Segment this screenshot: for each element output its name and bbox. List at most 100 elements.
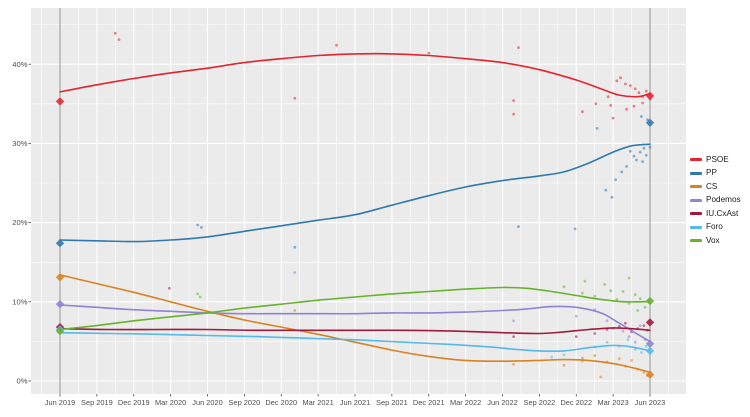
y-tick-label: 10% (12, 297, 27, 306)
poll-point-vox (583, 279, 587, 283)
poll-point-psoe (609, 104, 613, 107)
poll-point-cs (617, 357, 621, 361)
x-tick-label: Dec 2019 (118, 398, 150, 407)
poll-point-psoe (117, 38, 121, 41)
trend-line-iu.cxast (59, 327, 651, 335)
poll-point-pp (610, 195, 614, 199)
trend-line-cs (59, 274, 651, 374)
poll-point-podemos (621, 329, 625, 333)
poll-point-podemos (633, 340, 637, 344)
legend-item-cs: CS (690, 180, 741, 194)
x-tick-label: Dec 2020 (265, 398, 297, 407)
poll-point-iu.cxast (574, 335, 578, 338)
poll-point-psoe (633, 87, 637, 91)
poll-point-psoe (581, 110, 584, 114)
poll-point-vox (621, 290, 625, 293)
poll-point-psoe (335, 43, 338, 47)
poll-point-podemos (605, 319, 609, 323)
poll-point-psoe (628, 84, 632, 87)
poll-point-vox (562, 285, 566, 289)
poll-point-foro (633, 347, 637, 351)
poll-point-psoe (512, 99, 515, 102)
poll-point-vox (627, 276, 631, 280)
poll-point-pp (628, 149, 632, 153)
x-tick-label: Mar 2020 (155, 398, 186, 407)
poll-point-vox (603, 283, 606, 286)
x-tick-label: Sep 2019 (81, 398, 113, 407)
legend-color-swatch (690, 158, 702, 162)
x-tick-label: Dec 2021 (413, 398, 445, 407)
poll-point-psoe (113, 31, 117, 35)
poll-point-psoe (615, 79, 619, 83)
poll-point-iu.cxast (512, 335, 515, 338)
poll-point-pp (648, 146, 652, 149)
poll-point-cs (562, 363, 566, 367)
election-result-diamond-psoe (645, 91, 655, 101)
legend-color-swatch (690, 185, 702, 189)
legend-color-swatch (690, 239, 702, 243)
trend-line-podemos (59, 304, 651, 343)
chart-legend: PSOE PP CS Podemos IU.CxAst Foro Vox (690, 153, 741, 248)
election-result-diamond-pp (645, 118, 655, 128)
poll-point-pp (640, 115, 643, 118)
poll-point-vox (293, 309, 297, 312)
x-tick-label: Jun 2023 (635, 398, 665, 407)
poll-point-psoe (517, 46, 520, 49)
poll-point-vox (643, 305, 647, 309)
poll-point-cs (593, 354, 597, 358)
legend-color-swatch (690, 212, 702, 216)
poll-point-vox (633, 293, 637, 297)
x-tick-label: Sep 2020 (229, 398, 261, 407)
poll-point-iu.cxast (617, 325, 621, 328)
poll-point-foro (640, 351, 643, 354)
x-tick-label: Mar 2023 (598, 398, 629, 407)
poll-point-pp (635, 158, 638, 162)
y-tick-label: 30% (12, 139, 27, 148)
legend-label: IU.CxAst (706, 208, 739, 218)
legend-item-psoe: PSOE (690, 153, 741, 167)
poll-point-pp (641, 160, 644, 164)
poll-point-vox (609, 289, 613, 293)
poll-point-foro (550, 355, 554, 359)
election-result-diamond-podemos (645, 339, 655, 348)
poll-point-vox (581, 291, 584, 295)
poll-point-podemos (293, 271, 297, 274)
legend-color-swatch (690, 198, 702, 202)
poll-point-psoe (427, 51, 431, 55)
poll-point-pp (638, 150, 642, 154)
poll-point-iu.cxast (168, 286, 171, 290)
poll-point-pp (642, 146, 646, 150)
legend-item-vox: Vox (690, 234, 741, 248)
election-result-diamond-iu.cxast (645, 318, 655, 327)
poll-point-psoe (619, 76, 622, 80)
y-tick-label: 40% (12, 60, 27, 69)
legend-item-foro: Foro (690, 221, 741, 235)
legend-label: CS (706, 181, 718, 191)
legend-item-iu-cxast: IU.CxAst (690, 207, 741, 221)
x-tick-label: Mar 2021 (303, 398, 334, 407)
poll-point-pp (625, 165, 628, 168)
legend-color-swatch (690, 225, 702, 229)
poll-point-pp (644, 153, 648, 157)
poll-point-vox (627, 302, 631, 305)
poll-point-vox (636, 309, 640, 312)
poll-point-psoe (644, 89, 648, 93)
x-tick-label: Jun 2022 (487, 398, 517, 407)
election-result-diamond-foro (645, 346, 655, 356)
poll-point-pp (614, 178, 617, 182)
poll-point-foro (562, 353, 566, 357)
poll-point-vox (638, 297, 642, 300)
poll-point-pp (646, 118, 649, 121)
poll-point-psoe (594, 102, 598, 106)
poll-point-cs (512, 363, 515, 366)
poll-point-vox (615, 298, 619, 301)
y-tick-label: 20% (12, 218, 27, 227)
trend-line-vox (59, 286, 651, 331)
poll-point-psoe (624, 82, 627, 86)
poll-point-vox (198, 295, 202, 299)
x-tick-label: Jun 2020 (192, 398, 222, 407)
x-tick-label: Mar 2022 (450, 398, 481, 407)
election-result-diamond-vox (55, 326, 65, 336)
